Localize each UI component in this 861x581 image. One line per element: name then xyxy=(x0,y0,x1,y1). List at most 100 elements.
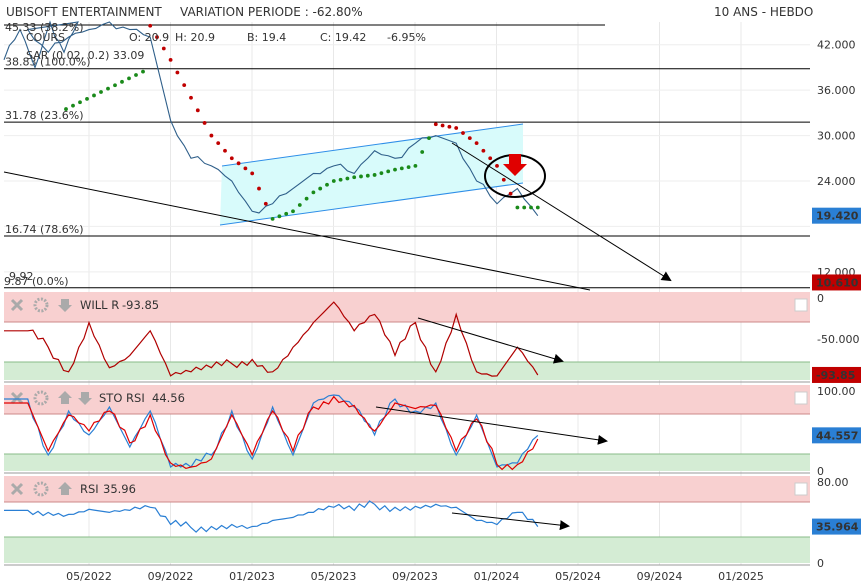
current-price-tag-bg xyxy=(812,207,861,224)
price-line xyxy=(3,20,539,217)
gear-icon-shape xyxy=(33,481,49,497)
gear-icon xyxy=(33,481,49,497)
indicator-tick-label: 100.00 xyxy=(817,385,856,398)
low-price-tag-bg xyxy=(812,274,861,291)
sar-dot xyxy=(515,205,520,210)
top-fib-label: 45.33 (38.2%) xyxy=(5,21,84,34)
sar-dot xyxy=(440,123,445,128)
close-icon xyxy=(10,298,24,312)
price-tick-label: 24.000 xyxy=(817,175,856,188)
sar-dot xyxy=(481,148,486,153)
sar-dot xyxy=(297,203,302,207)
fibonacci-levels[interactable]: 38.83 (100.0%) 31.78 (23.6%) 16.74 (78.6%) xyxy=(4,24,810,289)
price-series xyxy=(3,20,539,217)
sar-dot xyxy=(474,141,479,146)
sar-dot xyxy=(277,214,282,219)
period-label[interactable]: 10 ANS - HEBDO xyxy=(714,5,814,19)
sar-dot xyxy=(433,122,438,127)
sar-dot xyxy=(64,107,68,111)
fib-level-label: 16.74 (78.6%) xyxy=(5,223,84,236)
annotations[interactable] xyxy=(3,142,672,291)
indicator-tag: -93.85 xyxy=(816,369,855,382)
sar-dot xyxy=(359,174,363,179)
support-trendline xyxy=(3,171,591,291)
sar-dot xyxy=(331,179,336,183)
sar-dot xyxy=(535,205,540,210)
chart-title: UBISOFT ENTERTAINMENT xyxy=(6,5,162,19)
legend: 45.33 (38.2%) COURS O: 20.9 H: 20.9 B: 1… xyxy=(4,21,426,288)
sar-dot xyxy=(467,136,472,140)
open-value: O: 20.9 xyxy=(129,31,169,44)
oversold-zone xyxy=(4,454,810,471)
sar-dot xyxy=(325,182,329,187)
sell-arrow-icon xyxy=(503,154,527,176)
sar-dot xyxy=(393,167,397,172)
price-legend: COURS xyxy=(26,31,65,44)
trend-channel[interactable] xyxy=(219,123,524,226)
panel-rsi: RSI 35.96 80.00 0 35.964 xyxy=(4,476,861,570)
move-up-icon xyxy=(58,391,72,404)
indicator-value: -93.85 xyxy=(122,298,159,312)
sar-legend: SAR (0.02, 0.2) 33.09 xyxy=(26,49,144,62)
sar-dot xyxy=(386,169,391,174)
sar-dot xyxy=(92,93,96,98)
indicator-tag: 35.964 xyxy=(816,521,859,534)
indicator-tick-label: -50.000 xyxy=(817,333,859,346)
sar-dot xyxy=(495,163,499,168)
divergence-arrow xyxy=(375,406,608,445)
sar-dot xyxy=(413,163,418,168)
sar-dot xyxy=(338,177,343,182)
panel-checkbox xyxy=(794,482,808,496)
channel-fill xyxy=(220,124,523,225)
sar-dot xyxy=(113,83,117,88)
signal-line xyxy=(4,395,539,471)
price-axis: 42.00036.00030.00024.00012.00019.42010.6… xyxy=(812,39,861,291)
sar-dot xyxy=(223,148,227,153)
indicator-value: 35.96 xyxy=(103,482,136,496)
indicator-name: RSI xyxy=(80,482,99,496)
sar-dot xyxy=(209,133,214,138)
divergence-arrow xyxy=(451,512,570,531)
oversold-zone xyxy=(4,537,810,563)
sar-dot xyxy=(406,165,411,170)
sar-dot xyxy=(508,191,513,196)
indicator-name: WILL R xyxy=(80,298,119,312)
indicator-tick-label: 0 xyxy=(817,557,824,570)
indicator-value: 44.56 xyxy=(152,391,185,405)
low-fib-label: 9.92 xyxy=(9,270,34,283)
sar-dot xyxy=(345,176,350,181)
oversold-zone xyxy=(4,362,810,380)
price-tick-label: 36.000 xyxy=(817,84,856,97)
change-value: -6.95% xyxy=(387,31,426,44)
sar-dot xyxy=(250,171,255,176)
sar-dot xyxy=(529,205,533,210)
close-icon-shape xyxy=(10,482,24,496)
sar-dot xyxy=(372,173,377,177)
sar-dot xyxy=(120,79,124,84)
sar-dot xyxy=(168,57,173,62)
sar-dot xyxy=(134,73,138,77)
move-up-icon xyxy=(58,482,72,495)
sar-dot xyxy=(291,209,295,214)
x-tick-label: 01/2023 xyxy=(229,570,275,581)
high-value: H: 20.9 xyxy=(175,31,215,44)
current-price-tag: 19.420 xyxy=(816,210,859,223)
move-down-icon xyxy=(78,392,92,405)
sar-dot xyxy=(182,83,187,87)
sar-dot xyxy=(257,186,261,191)
overbought-zone xyxy=(4,292,810,322)
sar-dot xyxy=(447,124,452,129)
x-tick-label: 05/2022 xyxy=(66,570,112,581)
gear-icon-shape xyxy=(33,297,49,313)
sar-dot xyxy=(189,95,193,100)
sar-dot xyxy=(352,175,357,180)
indicator-name: STO RSI xyxy=(99,391,145,405)
x-tick-label: 05/2023 xyxy=(311,570,357,581)
sar-dot xyxy=(175,70,180,75)
low-value: B: 19.4 xyxy=(247,31,286,44)
price-tick-label: 30.000 xyxy=(817,130,856,143)
sar-dot xyxy=(454,126,459,130)
sar-dot xyxy=(236,161,241,166)
indicator-tick-label: 0 xyxy=(817,292,824,305)
